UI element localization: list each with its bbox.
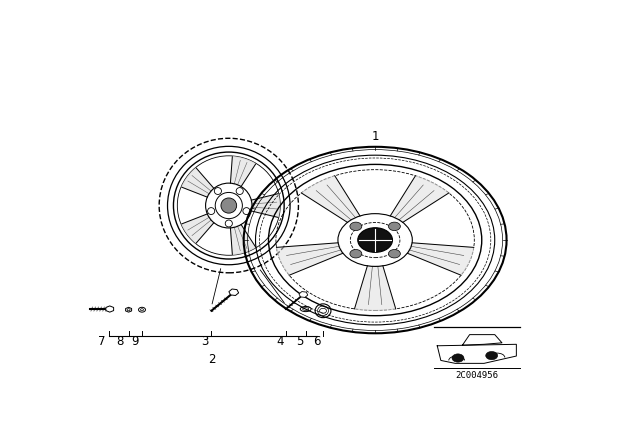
Circle shape bbox=[452, 354, 464, 362]
Text: 3: 3 bbox=[202, 335, 209, 348]
Text: 4: 4 bbox=[276, 335, 284, 348]
Polygon shape bbox=[230, 224, 255, 254]
Polygon shape bbox=[182, 168, 214, 197]
Polygon shape bbox=[390, 176, 449, 222]
Polygon shape bbox=[355, 266, 396, 310]
Text: 2: 2 bbox=[208, 353, 215, 366]
Ellipse shape bbox=[350, 222, 362, 231]
Ellipse shape bbox=[358, 228, 392, 252]
Text: 8: 8 bbox=[116, 335, 124, 348]
Polygon shape bbox=[276, 243, 343, 275]
Polygon shape bbox=[301, 176, 360, 222]
Text: 9: 9 bbox=[131, 335, 138, 348]
Ellipse shape bbox=[388, 222, 401, 231]
Polygon shape bbox=[106, 306, 114, 312]
Polygon shape bbox=[182, 214, 214, 243]
Ellipse shape bbox=[388, 250, 401, 258]
Ellipse shape bbox=[221, 198, 237, 213]
Polygon shape bbox=[407, 243, 474, 275]
Text: 2C004956: 2C004956 bbox=[455, 371, 499, 380]
Text: 1: 1 bbox=[371, 130, 379, 143]
Text: 7: 7 bbox=[98, 335, 106, 348]
Ellipse shape bbox=[350, 250, 362, 258]
Text: 5: 5 bbox=[296, 335, 303, 348]
Polygon shape bbox=[125, 307, 132, 312]
Polygon shape bbox=[299, 292, 308, 297]
Circle shape bbox=[486, 352, 498, 360]
Polygon shape bbox=[230, 157, 255, 186]
Text: 6: 6 bbox=[314, 335, 321, 348]
Polygon shape bbox=[252, 194, 280, 217]
Polygon shape bbox=[229, 289, 239, 296]
